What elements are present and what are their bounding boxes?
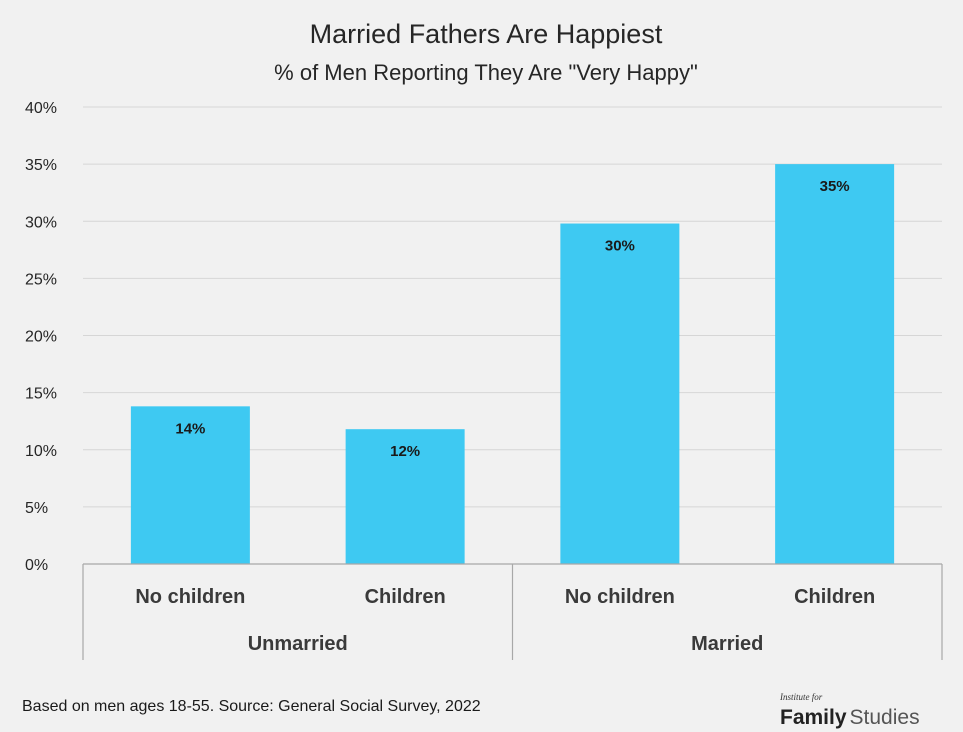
bar bbox=[345, 429, 465, 564]
y-tick-label: 15% bbox=[25, 386, 57, 403]
y-tick-label: 10% bbox=[25, 443, 57, 460]
logo: Institute for Family Studies bbox=[779, 692, 920, 729]
data-label: 14% bbox=[175, 420, 205, 437]
logo-bold-text: Family bbox=[780, 706, 847, 729]
bar bbox=[775, 164, 895, 564]
x-category-label: No children bbox=[135, 586, 245, 608]
x-axis: No children Children No children Children Un… bbox=[82, 563, 943, 660]
data-label: 12% bbox=[390, 443, 420, 460]
logo-small-text: Institute for bbox=[779, 692, 823, 702]
chart-subtitle: % of Men Reporting They Are "Very Happy" bbox=[274, 60, 698, 85]
data-label: 35% bbox=[820, 178, 850, 195]
data-label: 30% bbox=[605, 238, 635, 255]
y-tick-label: 35% bbox=[25, 157, 57, 174]
y-tick-label: 30% bbox=[25, 214, 57, 231]
bars bbox=[130, 164, 895, 564]
y-tick-label: 40% bbox=[25, 100, 57, 117]
y-tick-label: 25% bbox=[25, 271, 57, 288]
x-group-label: Married bbox=[691, 633, 763, 655]
x-group-label: Unmarried bbox=[248, 633, 348, 655]
logo-light-text: Studies bbox=[850, 706, 920, 729]
chart-title: Married Fathers Are Happiest bbox=[310, 19, 663, 49]
x-category-label: Children bbox=[794, 586, 875, 608]
y-tick-label: 5% bbox=[25, 500, 48, 517]
footnote: Based on men ages 18-55. Source: General… bbox=[22, 698, 481, 715]
y-tick-label: 20% bbox=[25, 329, 57, 346]
bar bbox=[130, 406, 250, 564]
data-labels: 14% 12% 30% 35% bbox=[175, 178, 849, 460]
logo-wordmark: Family Studies bbox=[780, 706, 920, 729]
x-category-label: Children bbox=[365, 586, 446, 608]
y-axis-ticks: 0% 5% 10% 15% 20% 25% 30% 35% 40% bbox=[25, 100, 57, 574]
y-tick-label: 0% bbox=[25, 557, 48, 574]
bar bbox=[560, 223, 680, 564]
x-category-label: No children bbox=[565, 586, 675, 608]
